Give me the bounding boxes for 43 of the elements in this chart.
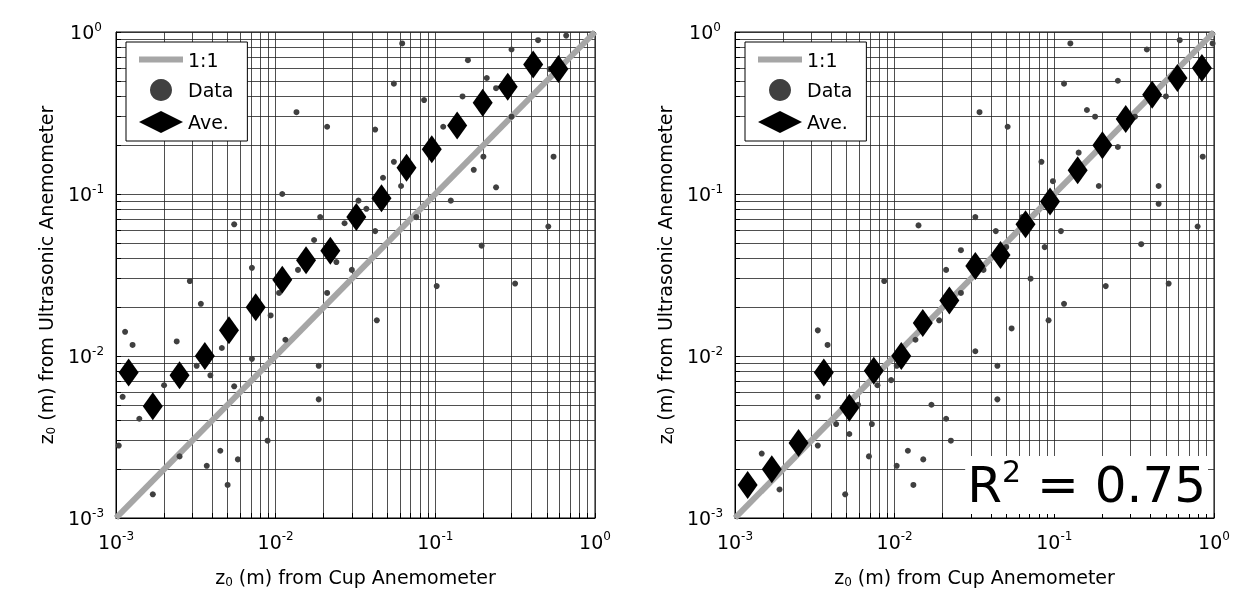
point xyxy=(472,88,493,117)
legend-label: Ave. xyxy=(807,111,848,133)
point xyxy=(1067,156,1088,185)
point xyxy=(737,470,758,499)
legend-label: Data xyxy=(807,79,853,101)
point xyxy=(912,308,933,337)
point xyxy=(863,356,884,385)
point xyxy=(788,429,809,458)
point xyxy=(218,316,239,345)
point xyxy=(169,361,190,390)
point xyxy=(371,184,392,213)
point xyxy=(245,293,266,322)
point xyxy=(1040,187,1061,216)
point xyxy=(346,203,367,232)
point xyxy=(296,246,317,275)
point xyxy=(447,111,468,140)
point xyxy=(497,72,518,101)
point xyxy=(839,393,860,422)
point xyxy=(965,251,986,280)
point xyxy=(813,358,834,387)
point xyxy=(523,50,544,79)
point xyxy=(1115,105,1136,134)
point xyxy=(1142,80,1163,109)
point xyxy=(396,153,417,182)
legend-label: 1:1 xyxy=(807,48,838,71)
point xyxy=(118,358,139,387)
legend-label: Data xyxy=(188,79,234,101)
point xyxy=(761,455,782,484)
y-axis-title: z0 (m) from Ultrasonic Anemometer xyxy=(654,105,678,445)
point xyxy=(421,135,442,164)
point xyxy=(548,55,569,84)
point xyxy=(1167,64,1188,93)
point xyxy=(1191,53,1212,82)
point xyxy=(1092,131,1113,160)
point xyxy=(1015,210,1036,239)
y-axis-title: z0 (m) from Ultrasonic Anemometer xyxy=(35,105,59,445)
point xyxy=(142,392,163,421)
point xyxy=(194,342,215,370)
legend-label: 1:1 xyxy=(188,48,219,71)
point xyxy=(990,241,1011,270)
legend-label: Ave. xyxy=(188,111,229,133)
point xyxy=(939,286,960,315)
point xyxy=(320,236,341,265)
